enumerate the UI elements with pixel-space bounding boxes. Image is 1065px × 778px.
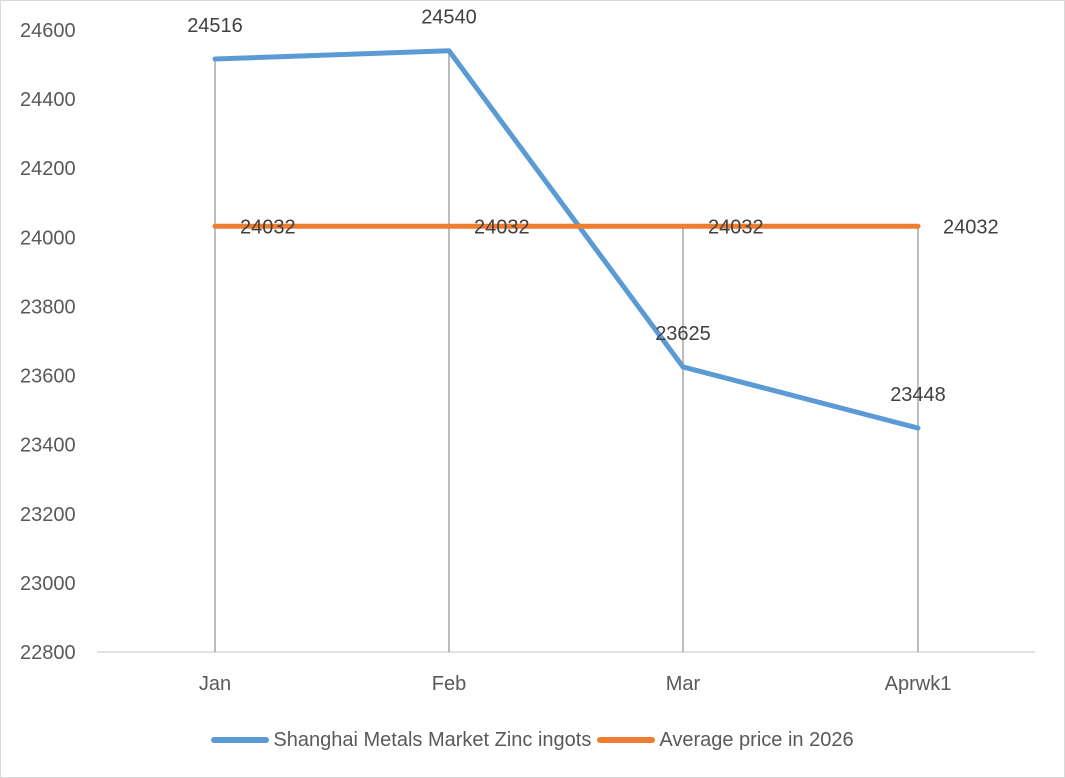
data-labels: 24516 24540 23625 23448 24032 24032 24032 24032	[187, 7, 998, 406]
y-tick-label: 23000	[20, 573, 76, 595]
legend-item-average[interactable]: Average price in 2026	[597, 728, 854, 752]
y-axis-ticks: 24600 24400 24200 24000 23800 23600 23400 23200…	[20, 20, 76, 664]
x-category-label: Feb	[432, 673, 466, 695]
y-tick-label: 24200	[20, 158, 76, 180]
drop-lines	[214, 50, 919, 652]
y-tick-label: 23800	[20, 296, 76, 318]
y-tick-label: 23400	[20, 435, 76, 457]
series-lines	[212, 48, 921, 431]
data-label: 24540	[421, 7, 477, 29]
x-category-label: Mar	[666, 673, 701, 695]
y-tick-label: 23200	[20, 504, 76, 526]
y-tick-label: 24000	[20, 227, 76, 249]
legend-swatch-blue-icon	[211, 737, 270, 743]
legend-item-zinc[interactable]: Shanghai Metals Market Zinc ingots	[211, 729, 591, 752]
data-label: 24516	[187, 15, 243, 37]
x-category-label: Jan	[199, 673, 231, 695]
data-label: 24032	[708, 216, 764, 238]
data-label: 23625	[655, 323, 711, 345]
data-label: 24032	[240, 216, 296, 238]
y-tick-label: 23600	[20, 366, 76, 388]
data-label: 24032	[474, 216, 530, 238]
x-axis-categories: Jan Feb Mar Aprwk1	[199, 673, 951, 695]
y-tick-label: 22800	[20, 642, 76, 664]
legend-label: Shanghai Metals Market Zinc ingots	[273, 728, 592, 751]
legend-swatch-orange-icon	[597, 737, 656, 743]
data-label: 23448	[890, 384, 946, 406]
legend: Shanghai Metals Market Zinc ingots Avera…	[0, 724, 1065, 756]
y-tick-label: 24600	[20, 20, 76, 42]
data-label: 24032	[943, 216, 999, 238]
legend-label: Average price in 2026	[659, 728, 854, 751]
y-tick-label: 24400	[20, 89, 76, 111]
x-category-label: Aprwk1	[885, 673, 952, 695]
zinc-price-line[interactable]	[212, 48, 921, 431]
